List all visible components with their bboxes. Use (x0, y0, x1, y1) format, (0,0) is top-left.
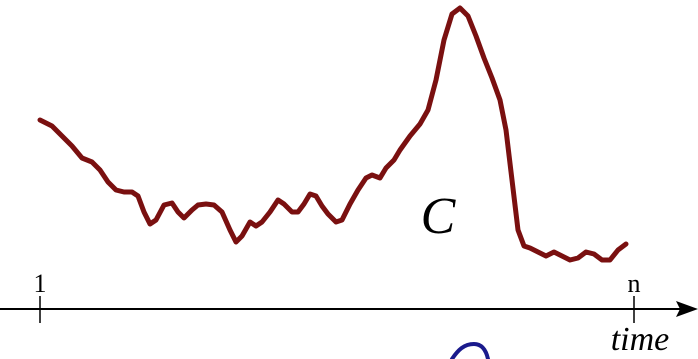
start-label: 1 (34, 269, 47, 298)
axis-title: time (611, 321, 670, 358)
axis-arrow (676, 301, 698, 317)
end-label: n (628, 269, 641, 298)
second-curve (450, 341, 490, 359)
curve-label: C (421, 188, 457, 245)
time-series-curve (37, 5, 629, 263)
